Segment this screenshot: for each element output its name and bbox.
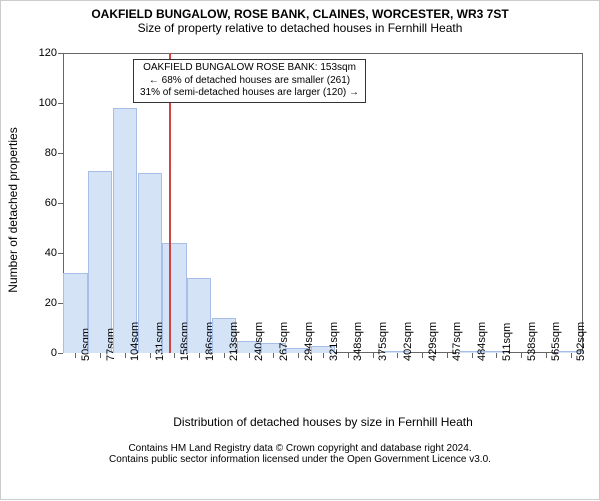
x-tick	[100, 353, 101, 358]
y-tick-label: 80	[29, 147, 57, 159]
y-tick	[58, 153, 63, 154]
annotation-line-3: 31% of semi-detached houses are larger (…	[140, 87, 359, 100]
y-tick-label: 0	[29, 347, 57, 359]
annotation-line-1: OAKFIELD BUNGALOW ROSE BANK: 153sqm	[140, 62, 359, 75]
x-tick-label: 538sqm	[526, 322, 538, 361]
x-tick-label: 592sqm	[575, 322, 587, 361]
x-tick-label: 321sqm	[328, 322, 340, 361]
x-tick-label: 457sqm	[451, 322, 463, 361]
x-tick	[249, 353, 250, 358]
x-tick	[199, 353, 200, 358]
x-tick	[150, 353, 151, 358]
footer-line-2: Contains public sector information licen…	[1, 454, 599, 465]
annotation-line-2: ← 68% of detached houses are smaller (26…	[140, 75, 359, 88]
y-tick-label: 120	[29, 47, 57, 59]
x-tick	[174, 353, 175, 358]
x-tick-label: 375sqm	[377, 322, 389, 361]
x-tick	[298, 353, 299, 358]
y-tick	[58, 253, 63, 254]
x-tick	[373, 353, 374, 358]
y-tick-label: 100	[29, 97, 57, 109]
x-tick-label: 402sqm	[402, 322, 414, 361]
y-tick	[58, 103, 63, 104]
annotation-box: OAKFIELD BUNGALOW ROSE BANK: 153sqm ← 68…	[133, 59, 366, 103]
y-tick-label: 60	[29, 197, 57, 209]
x-tick	[348, 353, 349, 358]
x-tick-label: 484sqm	[476, 322, 488, 361]
x-tick	[273, 353, 274, 358]
x-tick	[323, 353, 324, 358]
x-tick-label: 348sqm	[352, 322, 364, 361]
x-tick-label: 429sqm	[427, 322, 439, 361]
histogram-bar	[88, 171, 112, 354]
x-tick	[546, 353, 547, 358]
y-tick	[58, 53, 63, 54]
x-tick	[472, 353, 473, 358]
y-tick	[58, 203, 63, 204]
x-tick	[397, 353, 398, 358]
x-tick-label: 565sqm	[550, 322, 562, 361]
x-tick	[447, 353, 448, 358]
x-tick	[224, 353, 225, 358]
x-tick-label: 294sqm	[303, 322, 315, 361]
x-tick-label: 267sqm	[278, 322, 290, 361]
x-tick	[422, 353, 423, 358]
x-tick	[521, 353, 522, 358]
y-tick-label: 40	[29, 247, 57, 259]
y-tick	[58, 353, 63, 354]
footer-line-1: Contains HM Land Registry data © Crown c…	[1, 443, 599, 454]
histogram-bar	[113, 108, 137, 353]
footer: Contains HM Land Registry data © Crown c…	[1, 443, 599, 465]
x-tick	[75, 353, 76, 358]
x-tick	[571, 353, 572, 358]
x-tick	[496, 353, 497, 358]
y-tick-label: 20	[29, 297, 57, 309]
x-tick-label: 240sqm	[253, 322, 265, 361]
x-tick-label: 511sqm	[501, 323, 513, 361]
x-tick	[125, 353, 126, 358]
